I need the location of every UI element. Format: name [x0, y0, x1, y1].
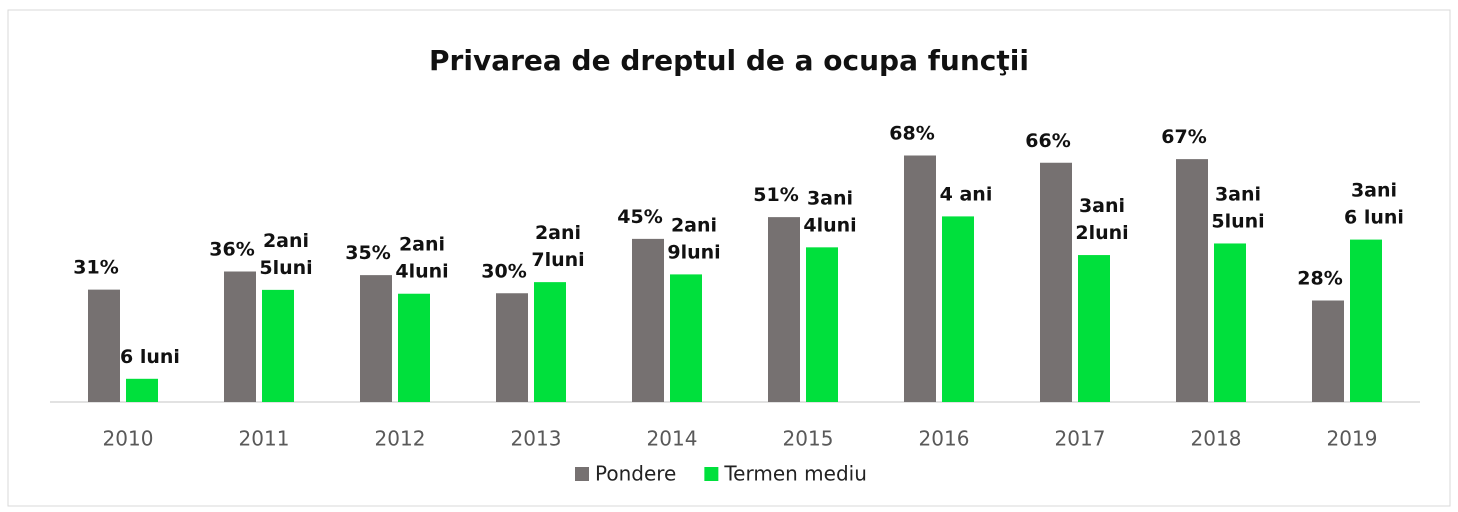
chart-frame [7, 9, 1451, 507]
x-tick-label: 2014 [647, 427, 698, 451]
x-tick-label: 2018 [1191, 427, 1242, 451]
bar [1176, 159, 1208, 402]
data-label: 6 luni [120, 345, 180, 367]
bar [632, 238, 664, 402]
legend-label: Pondere [595, 462, 676, 486]
x-tick-label: 2012 [375, 427, 426, 451]
bar [88, 289, 120, 402]
data-label: 45% [617, 205, 662, 227]
bar [360, 275, 392, 402]
data-label: 51% [753, 184, 798, 206]
data-label: 36% [209, 238, 254, 260]
data-label: 67% [1161, 126, 1206, 148]
x-tick-label: 2011 [239, 427, 290, 451]
bar [904, 155, 936, 402]
bar [1078, 255, 1110, 402]
bar [670, 274, 702, 402]
data-label: 31% [73, 256, 118, 278]
data-label: 3ani 5luni [1211, 183, 1264, 232]
data-label: 2ani 5luni [259, 229, 312, 278]
x-tick-label: 2010 [103, 427, 154, 451]
bar [806, 247, 838, 402]
bar [1350, 239, 1382, 402]
legend-label: Termen mediu [723, 462, 867, 486]
bar [262, 289, 294, 402]
legend-swatch [704, 467, 719, 481]
bar [398, 293, 430, 402]
bar [126, 378, 158, 402]
data-label: 2ani 9luni [667, 214, 720, 263]
x-tick-label: 2017 [1055, 427, 1106, 451]
data-label: 3ani 6 luni [1344, 179, 1404, 228]
data-label: 68% [889, 122, 934, 144]
x-tick-label: 2016 [919, 427, 970, 451]
bar [224, 271, 256, 402]
data-label: 2ani 7luni [531, 222, 584, 271]
data-label: 35% [345, 242, 390, 264]
data-label: 4 ani [940, 183, 993, 205]
bar [1312, 300, 1344, 402]
x-tick-label: 2019 [1327, 427, 1378, 451]
bar [942, 216, 974, 402]
data-label: 3ani 2luni [1075, 195, 1128, 244]
data-label: 30% [481, 260, 526, 282]
bar [768, 217, 800, 402]
bar [1040, 162, 1072, 402]
data-label: 2ani 4luni [395, 233, 448, 282]
data-label: 66% [1025, 129, 1070, 151]
x-tick-label: 2015 [783, 427, 834, 451]
data-label: 28% [1297, 267, 1342, 289]
bar [496, 293, 528, 402]
legend-swatch [575, 467, 589, 481]
data-label: 3ani 4luni [803, 187, 856, 236]
chart-title: Privarea de dreptul de a ocupa funcţii [429, 44, 1029, 77]
bar [1214, 243, 1246, 402]
x-tick-label: 2013 [511, 427, 562, 451]
bar [534, 282, 566, 402]
